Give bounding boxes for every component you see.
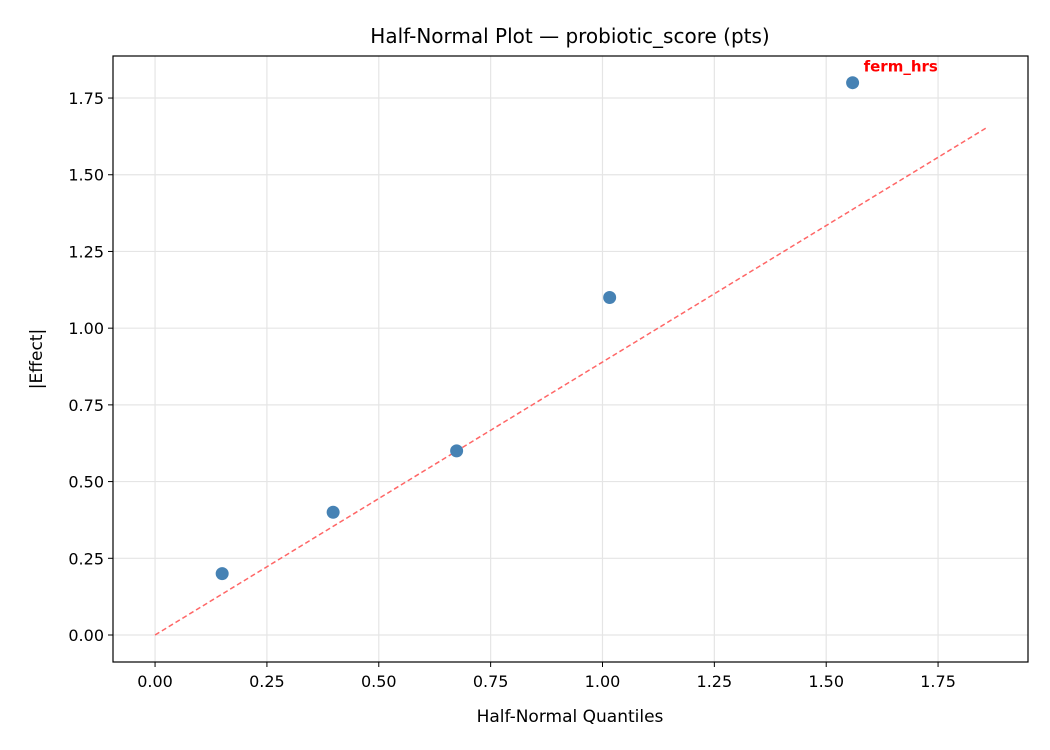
chart-title: Half-Normal Plot — probiotic_score (pts) bbox=[370, 24, 769, 48]
point-annotation: ferm_hrs bbox=[864, 58, 938, 76]
data-point bbox=[326, 505, 340, 519]
x-tick-label: 0.25 bbox=[249, 672, 285, 691]
y-tick-label: 1.25 bbox=[68, 242, 104, 261]
y-tick-label: 0.75 bbox=[68, 396, 104, 415]
x-tick-label: 0.75 bbox=[473, 672, 509, 691]
x-tick-label: 1.25 bbox=[697, 672, 733, 691]
x-tick-label: 1.00 bbox=[585, 672, 621, 691]
y-tick-label: 1.75 bbox=[68, 89, 104, 108]
data-point bbox=[215, 567, 229, 581]
plot-frame bbox=[112, 55, 1029, 663]
y-axis-label: |Effect| bbox=[27, 329, 47, 389]
x-tick-label: 0.00 bbox=[137, 672, 173, 691]
reference-line bbox=[154, 127, 987, 636]
data-point bbox=[450, 444, 464, 458]
data-point bbox=[603, 290, 617, 304]
x-tick-label: 1.50 bbox=[808, 672, 844, 691]
y-tick-label: 1.00 bbox=[68, 319, 104, 338]
y-tick-label: 1.50 bbox=[68, 166, 104, 185]
data-point bbox=[846, 76, 860, 90]
x-axis-label: Half-Normal Quantiles bbox=[477, 707, 664, 727]
y-tick-label: 0.50 bbox=[68, 473, 104, 492]
y-tick-label: 0.00 bbox=[68, 626, 104, 645]
y-tick-label: 0.25 bbox=[68, 549, 104, 568]
x-tick-label: 0.50 bbox=[361, 672, 397, 691]
x-tick-label: 1.75 bbox=[920, 672, 956, 691]
